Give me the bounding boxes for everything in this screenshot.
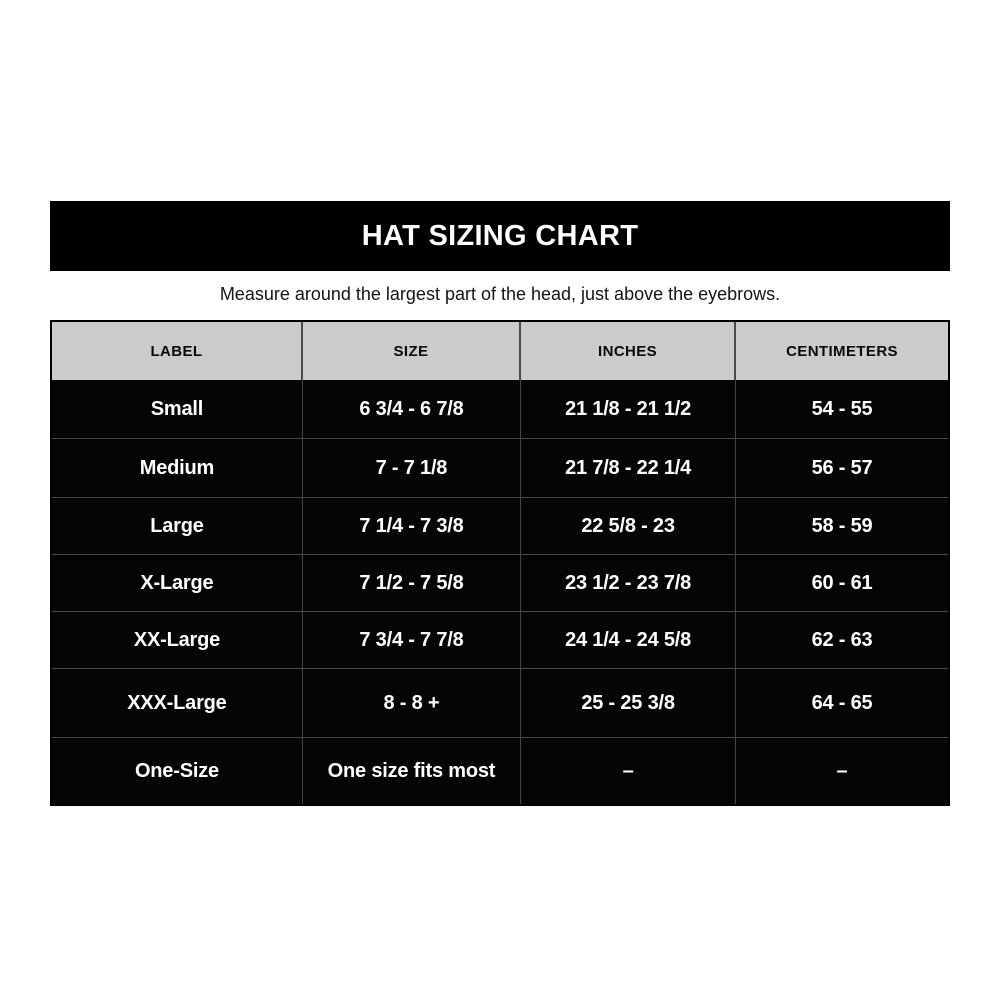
table-cell: Large: [52, 498, 303, 554]
sizing-table: LABEL SIZE INCHES CENTIMETERS Small 6 3/4…: [50, 320, 950, 806]
table-cell: 25 - 25 3/8: [521, 669, 737, 737]
table-cell: 7 1/2 - 7 5/8: [303, 555, 522, 611]
header-cell-inches: INCHES: [521, 322, 737, 380]
table-cell: 62 - 63: [811, 628, 873, 651]
header-cell-size: SIZE: [303, 322, 522, 380]
table-cell: XX-Large: [52, 612, 303, 668]
header-cell-label: LABEL: [52, 322, 303, 380]
table-cell: 21 7/8 - 22 1/4: [521, 439, 737, 497]
table-cell: 24 1/4 - 24 5/8: [521, 612, 737, 668]
table-cell: 58 - 59: [811, 514, 873, 537]
subtitle: Measure around the largest part of the h…: [219, 284, 781, 304]
title-bar: HAT SIZING CHART: [50, 201, 950, 271]
table-cell: 8 - 8 +: [303, 669, 522, 737]
table-cell: 7 1/4 - 7 3/8: [303, 498, 522, 554]
table-cell: XXX-Large: [52, 669, 303, 737]
table-row: XX-Large 7 3/4 - 7 7/8 24 1/4 - 24 5/8 62 -…: [52, 611, 948, 668]
header-cell-centimeters: CENTIMETERS: [786, 342, 898, 360]
table-header-row: LABEL SIZE INCHES CENTIMETERS: [52, 322, 948, 380]
table-cell: 23 1/2 - 23 7/8: [521, 555, 737, 611]
table-row: Large 7 1/4 - 7 3/8 22 5/8 - 23 58 - 59: [52, 497, 948, 554]
table-row: XXX-Large 8 - 8 +25 - 25 3/8 64 - 65: [52, 668, 948, 737]
table-row: X-Large 7 1/2 - 7 5/8 23 1/2 - 23 7/8 60 - …: [52, 554, 948, 611]
table-row: One-Size One size fits most – –: [52, 737, 948, 804]
table-row: Small 6 3/4 - 6 7/8 21 1/8 - 21 1/2 54 - 55: [52, 380, 948, 438]
table-cell: One-Size: [52, 738, 303, 804]
page-title: HAT SIZING CHART: [361, 219, 639, 252]
table-body: Small 6 3/4 - 6 7/8 21 1/8 - 21 1/2 54 - 55…: [52, 380, 948, 804]
table-cell: Medium: [52, 439, 303, 497]
table-cell: 7 - 7 1/8: [303, 439, 522, 497]
table-cell: 22 5/8 - 23: [521, 498, 737, 554]
table-cell: 6 3/4 - 6 7/8: [303, 380, 522, 438]
table-row: Medium 7 - 7 1/8 21 7/8 - 22 1/4 56 - 57: [52, 438, 948, 497]
table-cell: 56 - 57: [811, 456, 873, 479]
table-cell: X-Large: [52, 555, 303, 611]
table-cell: 54 - 55: [811, 397, 873, 420]
table-cell: –: [521, 738, 737, 804]
table-cell: 64 - 65: [811, 691, 873, 714]
table-cell: Small: [52, 380, 303, 438]
table-cell: 60 - 61: [811, 571, 873, 594]
table-cell: –: [836, 759, 848, 782]
table-cell: 21 1/8 - 21 1/2: [521, 380, 737, 438]
table-cell: 7 3/4 - 7 7/8: [303, 612, 522, 668]
table-cell: One size fits most: [303, 738, 522, 804]
